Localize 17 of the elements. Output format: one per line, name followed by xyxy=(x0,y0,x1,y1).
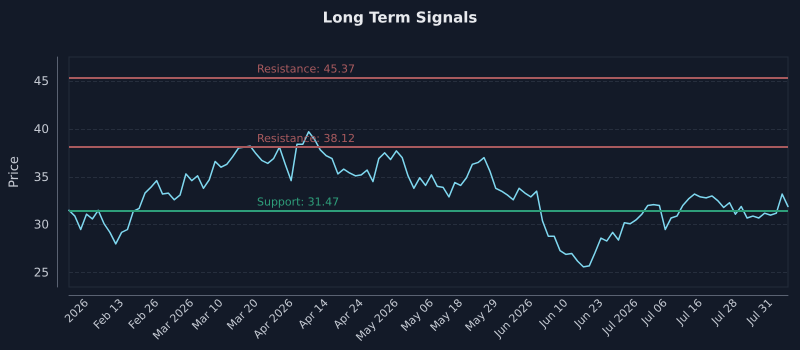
y-tick-label: 40 xyxy=(34,122,49,136)
y-tick-label: 35 xyxy=(34,170,49,184)
x-tick-label: Jul 31 xyxy=(743,296,776,328)
ref-line-label: Support: 31.47 xyxy=(257,196,340,209)
x-tick-label: Feb 13 xyxy=(90,296,126,332)
ref-line-label: Resistance: 45.37 xyxy=(257,62,355,76)
y-tick-label: 45 xyxy=(34,74,49,88)
x-tick-label: Jul 28 xyxy=(708,296,740,328)
chart-title: Long Term Signals xyxy=(322,8,478,26)
x-tick-label: Jul 06 xyxy=(638,296,670,328)
y-tick-label: 30 xyxy=(34,218,49,232)
x-tick-label: Jun 10 xyxy=(536,296,570,331)
line-series xyxy=(68,131,789,268)
x-tick-label: Apr 14 xyxy=(296,296,331,332)
x-tick-label: Jul 16 xyxy=(673,296,705,328)
y-axis-title: Price xyxy=(7,156,22,188)
y-tick-label: 25 xyxy=(34,266,49,280)
